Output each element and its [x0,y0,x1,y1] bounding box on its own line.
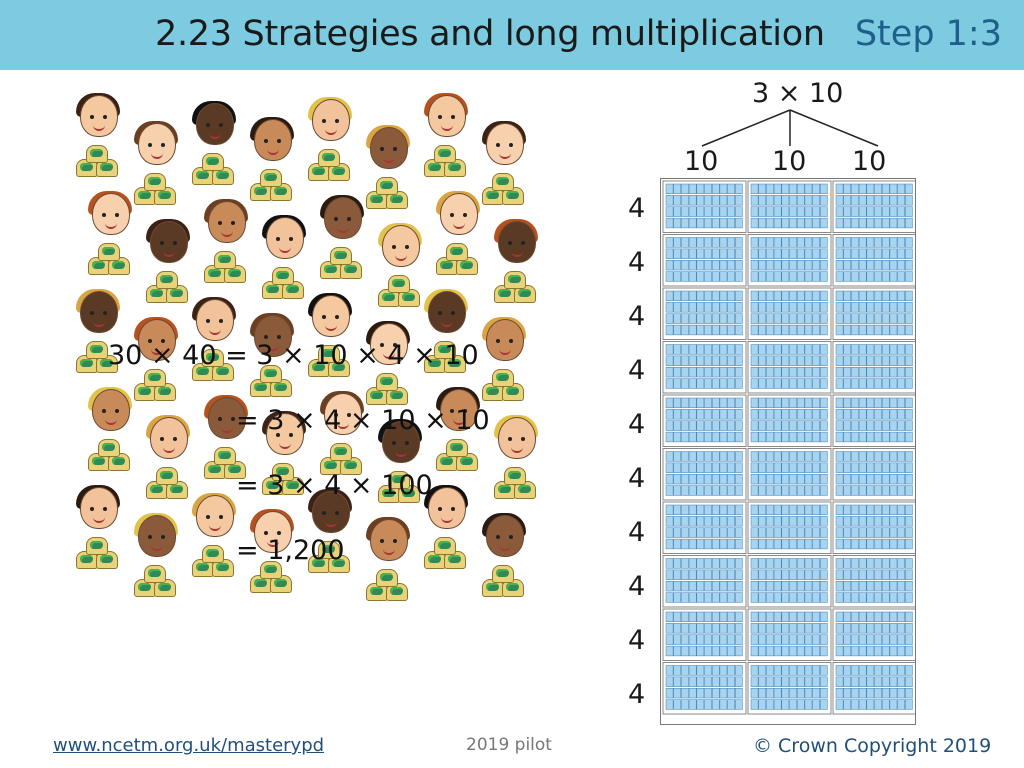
array-block [662,608,747,661]
child-with-coins-icon [314,195,370,293]
array-block [832,555,915,608]
column-label-3: 10 [852,146,887,177]
array-block [747,234,832,287]
equation-line-1: 30 × 40 = 3 × 10 × 4 × 10 [108,340,479,371]
child-with-coins-icon [476,513,532,611]
child-with-coins-icon [70,289,126,387]
row-label-3: 4 [628,301,646,332]
array-block [662,234,747,287]
child-with-coins-icon [82,191,138,289]
row-label-2: 4 [628,247,646,278]
array-block [747,608,832,661]
child-with-coins-icon [82,387,138,485]
array-block [832,662,915,715]
row-label-7: 4 [628,517,646,548]
array-block [832,180,915,233]
header-bar: 2.23 Strategies and long multiplication … [0,0,1024,70]
column-label-1: 10 [684,146,719,177]
child-with-coins-icon [70,485,126,583]
row-label-4: 4 [628,355,646,386]
array-block [662,394,747,447]
child-with-coins-icon [488,415,544,513]
array-block [747,555,832,608]
child-with-coins-icon [302,293,358,391]
child-with-coins-icon [430,387,486,485]
array-block [662,180,747,233]
child-with-coins-icon [140,219,196,317]
array-block [832,394,915,447]
array-block [662,501,747,554]
child-with-coins-icon [186,101,242,199]
child-with-coins-icon [314,391,370,489]
children-illustration [70,93,538,715]
child-with-coins-icon [418,93,474,191]
child-with-coins-icon [476,121,532,219]
child-with-coins-icon [244,313,300,411]
array-block [747,394,832,447]
child-with-coins-icon [430,191,486,289]
child-with-coins-icon [244,117,300,215]
column-label-2: 10 [772,146,807,177]
array-block [662,448,747,501]
array-block [662,555,747,608]
equation-line-3: = 3 × 4 × 100 [236,470,433,501]
row-label-6: 4 [628,463,646,494]
row-label-5: 4 [628,409,646,440]
child-with-coins-icon [418,485,474,583]
child-with-coins-icon [302,489,358,587]
child-with-coins-icon [360,125,416,223]
array-block [832,234,915,287]
array-block [747,341,832,394]
child-with-coins-icon [128,513,184,611]
array-block [832,287,915,340]
array-block [662,341,747,394]
array-block [832,608,915,661]
step-indicator: Step 1:3 [854,14,1002,54]
array-block [747,180,832,233]
page-title: 2.23 Strategies and long multiplication [155,14,825,54]
array-block [747,662,832,715]
row-label-9: 4 [628,625,646,656]
array-block [747,448,832,501]
child-with-coins-icon [186,297,242,395]
array-top-label: 3 × 10 [752,78,844,109]
child-with-coins-icon [476,317,532,415]
child-with-coins-icon [70,93,126,191]
child-with-coins-icon [128,317,184,415]
child-with-coins-icon [418,289,474,387]
child-with-coins-icon [360,517,416,615]
array-block [662,662,747,715]
child-with-coins-icon [360,321,416,419]
child-with-coins-icon [244,509,300,607]
partition-lines [701,109,879,147]
array-block [832,501,915,554]
child-with-coins-icon [488,219,544,317]
child-with-coins-icon [256,411,312,509]
child-with-coins-icon [372,419,428,517]
child-with-coins-icon [140,415,196,513]
footer-copyright: © Crown Copyright 2019 [753,735,992,757]
row-label-8: 4 [628,571,646,602]
array-block [747,287,832,340]
multiplication-array [660,178,916,725]
equation-line-2: = 3 × 4 × 10 × 10 [236,405,490,436]
array-block [832,341,915,394]
child-with-coins-icon [198,199,254,297]
child-with-coins-icon [198,395,254,493]
array-block [662,287,747,340]
row-label-1: 4 [628,193,646,224]
child-with-coins-icon [372,223,428,321]
footer-pilot-text: 2019 pilot [466,735,552,755]
array-block [832,448,915,501]
footer-website-link[interactable]: www.ncetm.org.uk/masterypd [53,735,325,756]
child-with-coins-icon [256,215,312,313]
row-label-10: 4 [628,679,646,710]
child-with-coins-icon [302,97,358,195]
child-with-coins-icon [128,121,184,219]
array-block [747,501,832,554]
equation-line-4: = 1,200 [236,535,345,566]
child-with-coins-icon [186,493,242,591]
